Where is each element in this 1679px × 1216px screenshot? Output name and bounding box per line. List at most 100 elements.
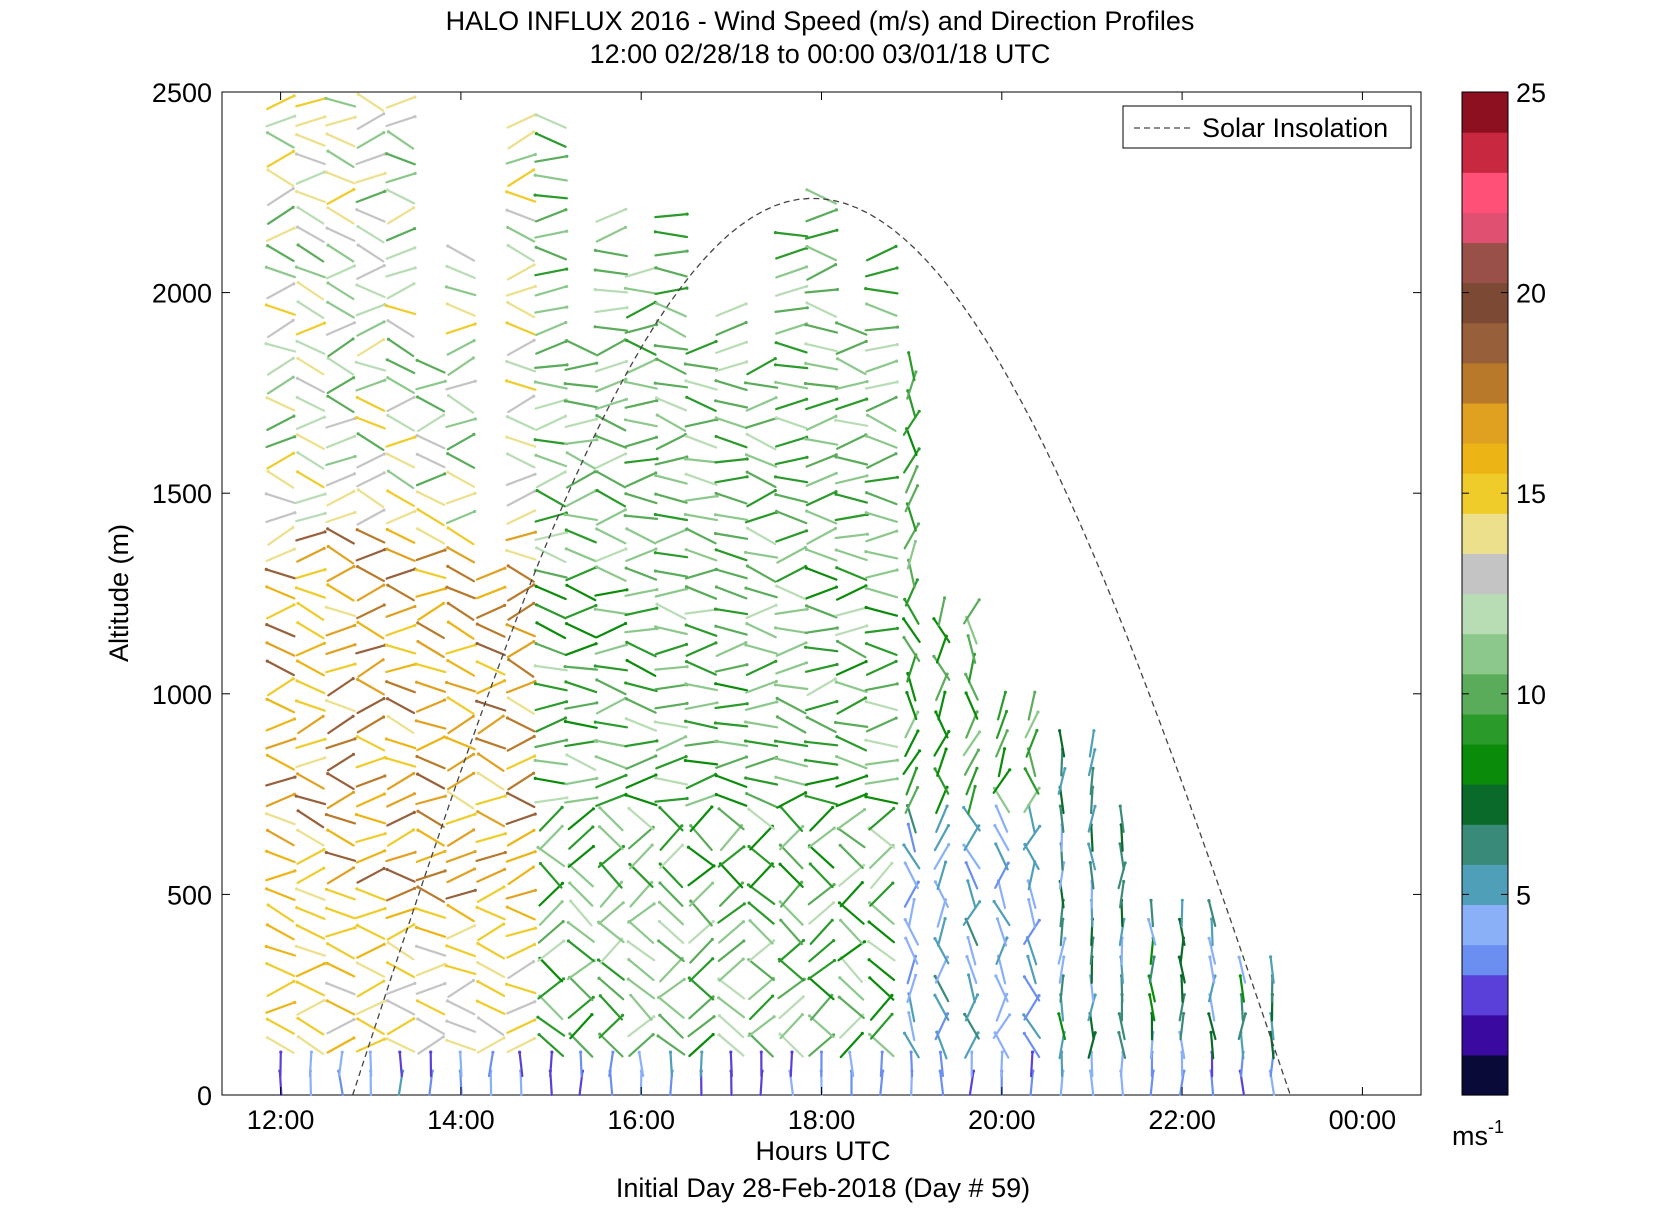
wind-barb <box>326 1036 355 1054</box>
wind-barb <box>356 131 385 149</box>
wind-barb-head <box>445 1019 449 1023</box>
wind-barb <box>627 977 656 1000</box>
wind-barb-head <box>866 413 870 417</box>
wind-barb <box>356 943 386 959</box>
wind-barb <box>1239 1031 1245 1060</box>
wind-barb <box>1180 899 1184 928</box>
wind-barb-head <box>356 677 360 682</box>
wind-barb <box>937 691 947 721</box>
wind-barb <box>417 1035 445 1055</box>
wind-barb <box>296 848 325 865</box>
wind-barb-head <box>565 267 569 271</box>
colorbar-frame <box>1461 91 1509 1096</box>
wind-barb <box>688 1033 715 1058</box>
wind-barb-head <box>564 680 568 684</box>
wind-barb-head <box>880 1050 884 1054</box>
wind-barb-head <box>293 1000 297 1005</box>
wind-barb-head <box>682 977 686 982</box>
wind-barb-head <box>564 284 569 289</box>
wind-barb-head <box>684 585 689 589</box>
wind-barb-head <box>994 804 998 808</box>
wind-barb-head <box>651 1033 655 1037</box>
wind-barb-head <box>598 994 602 998</box>
wind-barb <box>566 451 597 470</box>
wind-barb <box>864 739 899 749</box>
wind-barb-head <box>775 696 779 701</box>
wind-barb-head <box>296 1035 300 1039</box>
wind-barb <box>838 996 865 1020</box>
wind-barb <box>296 396 326 412</box>
wind-barb <box>865 360 898 373</box>
colorbar-segment <box>1462 202 1508 213</box>
wind-barb <box>865 716 898 733</box>
wind-barb-head <box>779 918 783 922</box>
wind-barb <box>385 737 417 750</box>
wind-barb <box>804 229 839 240</box>
wind-barb-head <box>532 942 537 947</box>
wind-barb-head <box>475 641 479 646</box>
wind-barb <box>714 663 749 673</box>
wind-barb-head <box>506 301 510 305</box>
wind-barb-head <box>385 680 389 684</box>
wind-barb <box>658 1014 684 1039</box>
wind-barb <box>265 641 296 657</box>
wind-barb <box>266 829 295 847</box>
wind-barb <box>864 476 899 483</box>
wind-barb-head <box>326 394 330 398</box>
wind-barb <box>1237 956 1247 984</box>
wind-barb-head <box>805 306 809 310</box>
wind-barb-head <box>621 901 625 905</box>
wind-barb-head <box>443 849 447 854</box>
wind-barb-head <box>472 432 476 436</box>
wind-barb <box>506 943 536 959</box>
wind-barb-head <box>295 339 299 343</box>
wind-barb <box>1023 994 1041 1021</box>
colorbar-segment <box>1462 934 1508 946</box>
wind-barb <box>627 902 656 924</box>
wind-barb <box>596 489 627 508</box>
wind-barb-head <box>415 925 419 930</box>
wind-barb-head <box>717 996 721 1000</box>
wind-barb-head <box>1061 974 1065 978</box>
wind-barb-head <box>1057 1012 1061 1016</box>
wind-barb <box>715 755 748 769</box>
wind-barb <box>656 414 687 432</box>
wind-barb-head <box>654 492 658 496</box>
wind-barb <box>357 93 385 112</box>
wind-barb-head <box>1026 954 1030 959</box>
wind-barb <box>355 190 386 204</box>
wind-barb <box>744 700 778 711</box>
wind-barb <box>505 680 537 694</box>
wind-barb <box>867 826 896 849</box>
wind-barb-head <box>325 906 329 910</box>
wind-barb <box>266 754 295 771</box>
wind-barb-head <box>355 395 359 400</box>
wind-barb-head <box>264 492 268 496</box>
wind-barb-head <box>835 321 839 325</box>
wind-barb-head <box>385 152 389 156</box>
wind-barb <box>386 452 416 469</box>
wind-barb <box>385 304 417 316</box>
wind-barb <box>804 663 839 673</box>
wind-barb-head <box>653 569 658 573</box>
wind-barb <box>776 546 807 564</box>
wind-barb-head <box>966 879 970 883</box>
wind-barb <box>296 867 325 885</box>
wind-barb <box>628 920 655 944</box>
wind-barb-head <box>963 1012 967 1016</box>
wind-barb <box>749 862 774 889</box>
wind-barb <box>599 881 623 908</box>
wind-barb-head <box>848 1050 852 1054</box>
wind-barb-head <box>416 1017 420 1021</box>
wind-barb-head <box>742 902 746 906</box>
colorbar-segment <box>1462 884 1508 895</box>
wind-barb <box>714 568 748 580</box>
wind-barb-head <box>903 918 907 922</box>
wind-barb-head <box>444 964 448 968</box>
wind-barb-head <box>714 548 718 552</box>
wind-barb-head <box>445 1038 449 1042</box>
wind-barb <box>356 961 386 978</box>
wind-barb <box>595 434 628 449</box>
colorbar-segment <box>1462 382 1508 394</box>
wind-barb-head <box>382 999 386 1003</box>
